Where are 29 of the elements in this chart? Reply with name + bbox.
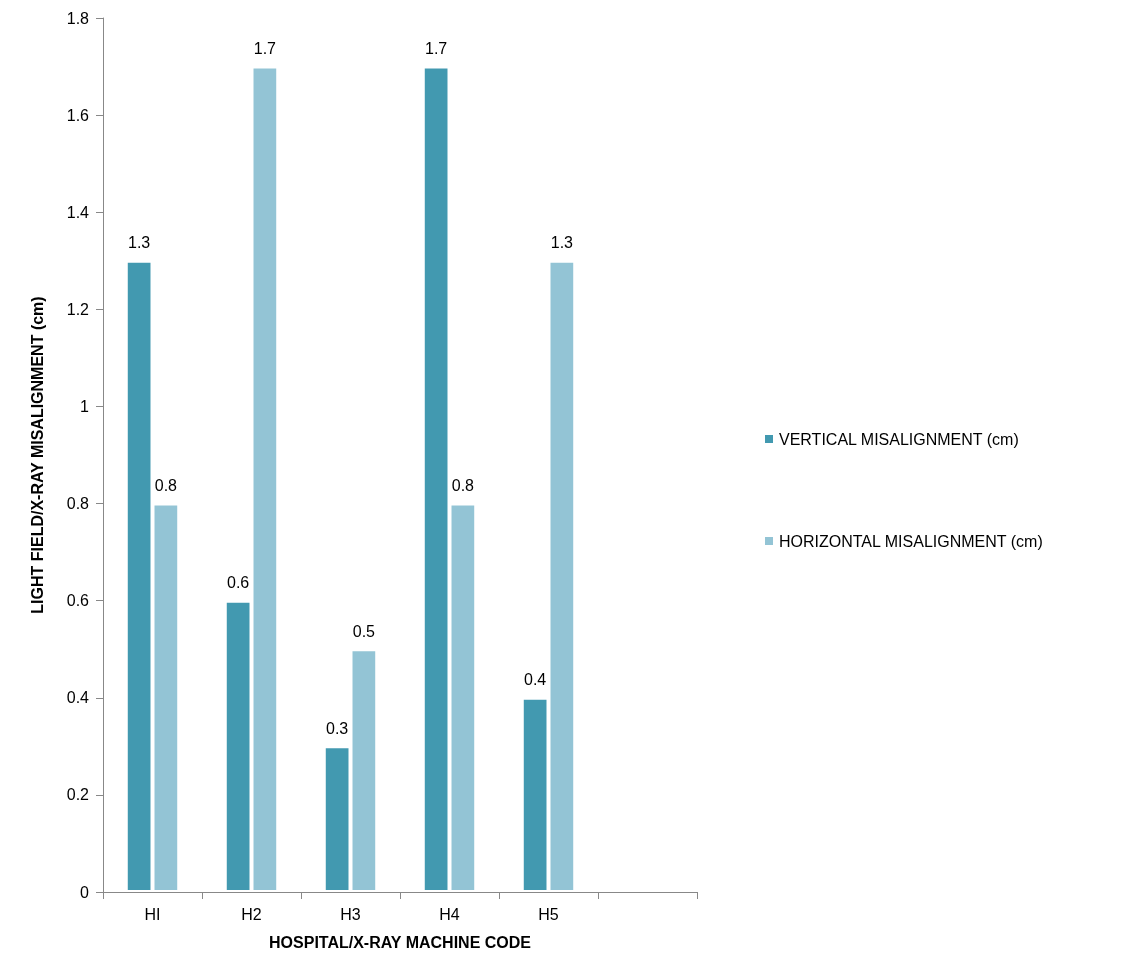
data-label: 0.5 [352, 622, 376, 640]
data-label: 0.4 [524, 671, 547, 689]
data-label: 0.3 [326, 719, 349, 737]
data-label: 1.3 [550, 234, 574, 252]
y-tick-label: 1.8 [66, 9, 90, 27]
x-tick-label: H5 [538, 905, 559, 923]
y-tick-label: 0.8 [66, 495, 90, 513]
y-tick-label: 0 [80, 883, 90, 901]
y-tick-label: 1.2 [66, 300, 90, 318]
data-label: 1.3 [128, 234, 151, 252]
y-tick-label: 0.2 [66, 786, 90, 804]
data-label: 1.7 [425, 40, 448, 58]
y-tick-label: 1 [80, 397, 90, 415]
x-tick-label: H4 [439, 905, 460, 923]
x-tick-label: H2 [241, 905, 262, 923]
data-label: 0.8 [154, 477, 178, 495]
y-tick-label: 0.6 [66, 592, 90, 610]
legend-label: HORIZONTAL MISALIGNMENT (cm) [779, 532, 1043, 550]
data-label: 0.6 [227, 574, 250, 592]
data-label: 0.8 [451, 477, 475, 495]
x-tick-label: H3 [340, 905, 361, 923]
y-tick-label: 1.6 [66, 106, 90, 124]
x-tick-label: HI [144, 905, 161, 923]
data-label: 1.7 [253, 40, 277, 58]
y-tick-label: 1.4 [66, 203, 90, 221]
legend-label: VERTICAL MISALIGNMENT (cm) [779, 430, 1019, 448]
y-axis-title: LIGHT FIELD/X-RAY MISALIGNMENT (cm) [28, 296, 46, 614]
y-tick-label: 0.4 [66, 689, 90, 707]
x-axis-title: HOSPITAL/X-RAY MACHINE CODE [269, 933, 532, 951]
